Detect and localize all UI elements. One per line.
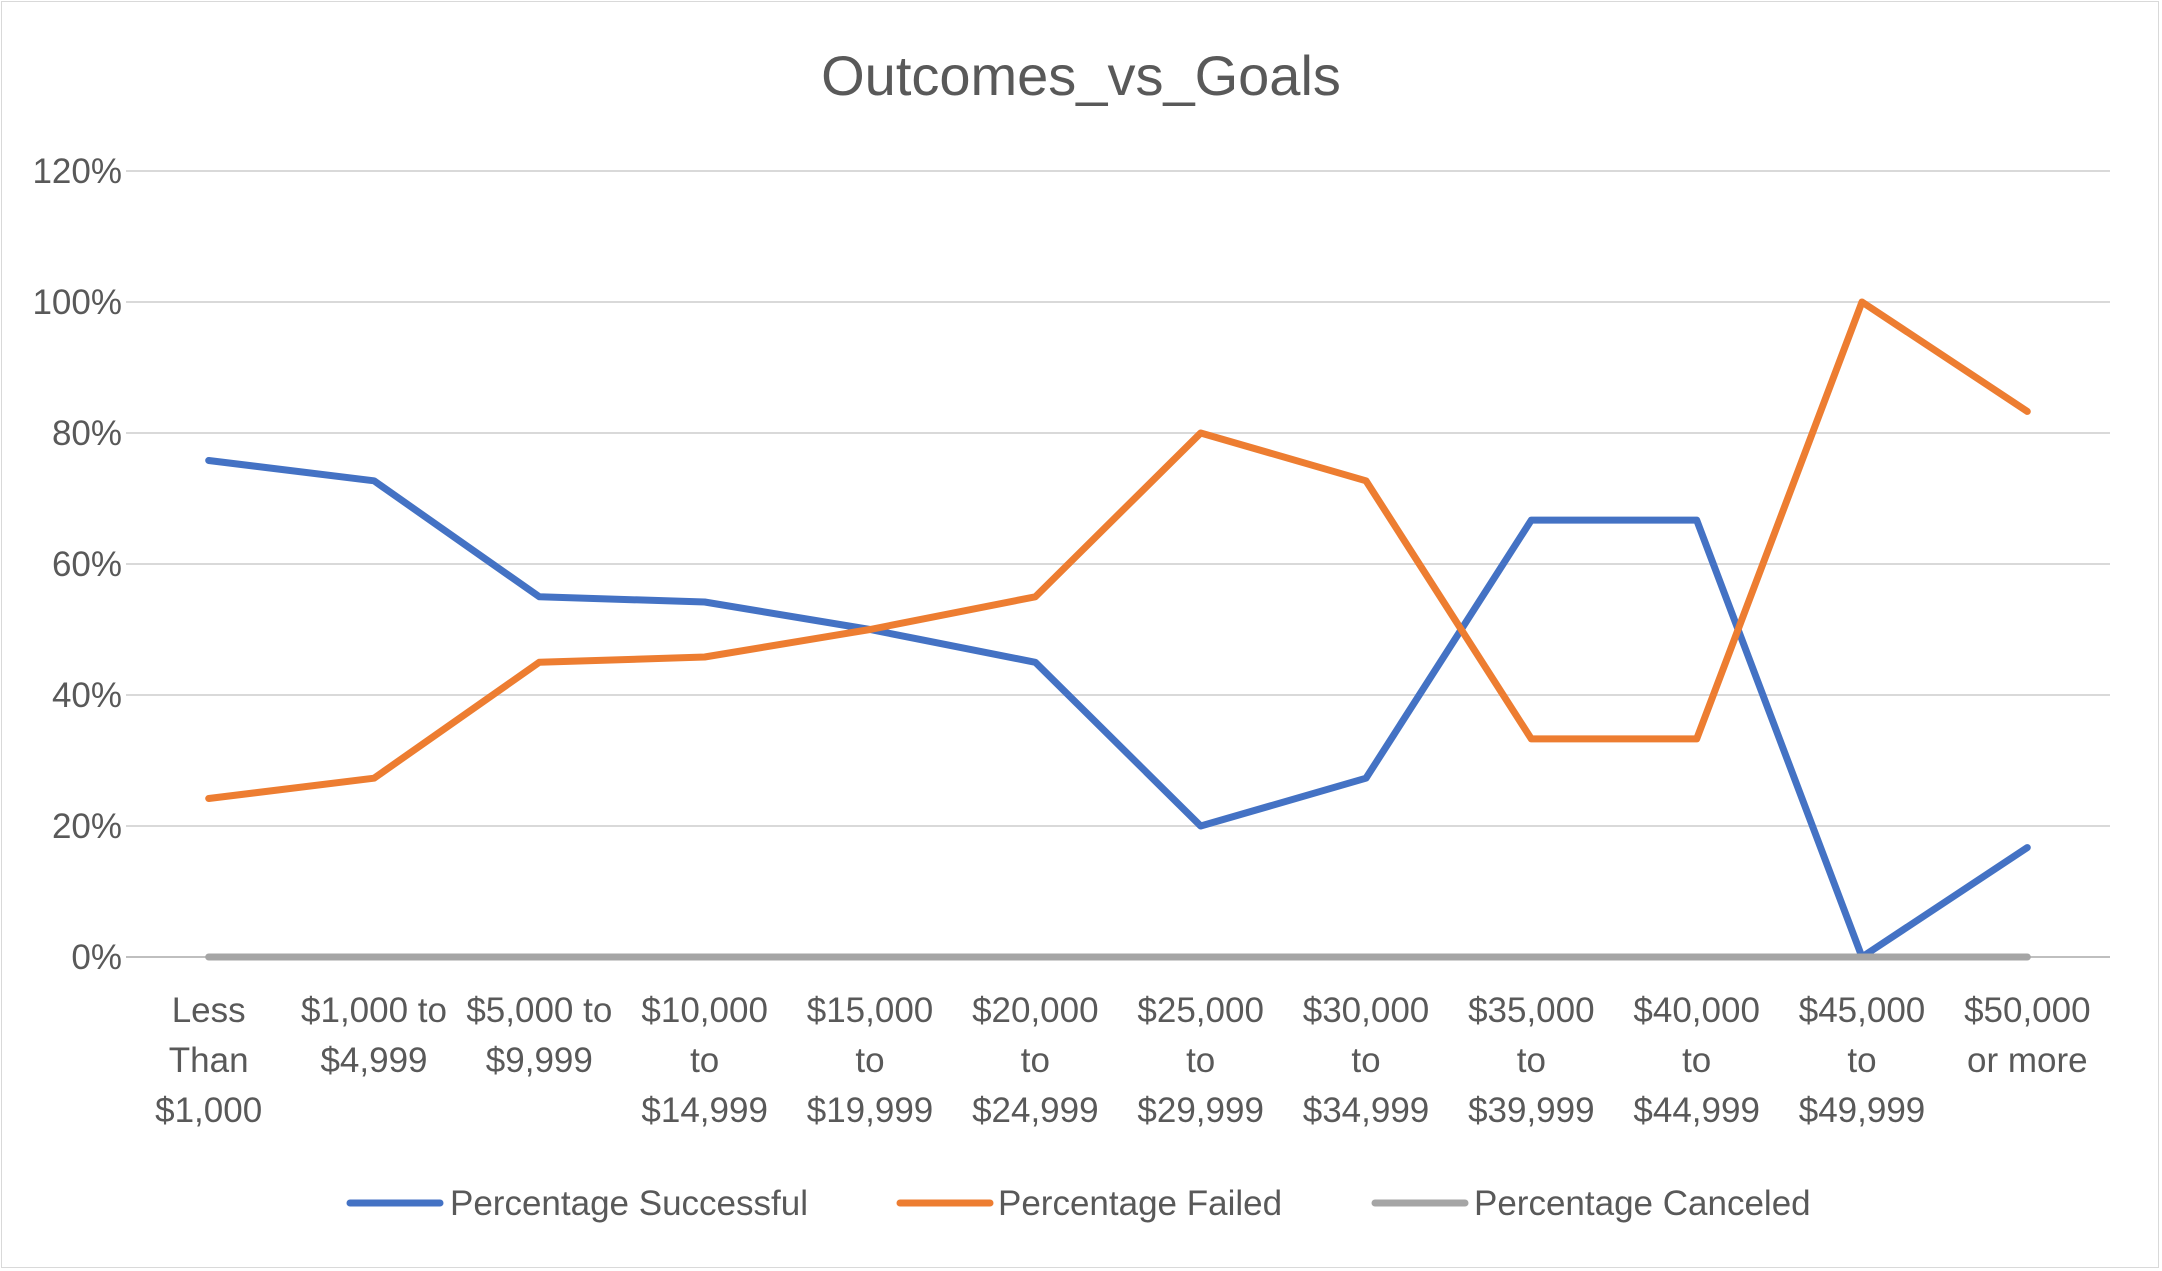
series-line-percentage-failed [205,298,2031,802]
x-tick-label: $5,000 to $9,999 [466,991,612,1080]
gridlines [126,170,2110,958]
legend-label: Percentage Canceled [1474,1184,1811,1223]
y-tick-label: 60% [52,545,122,584]
x-tick-label: $10,000 to $14,999 [641,991,768,1130]
x-tick-label: $35,000 to $39,999 [1468,991,1595,1130]
x-tick-label: $1,000 to $4,999 [301,991,447,1080]
series-lines [205,298,2031,961]
legend-label: Percentage Failed [998,1184,1282,1223]
y-tick-label: 80% [52,414,122,453]
y-axis-ticks: 0% 20% 40% 60% 80% 100% 120% [32,152,122,977]
y-tick-label: 40% [52,676,122,715]
legend: Percentage Successful Percentage Failed Pe… [346,1184,1811,1223]
x-tick-label: Less Than $1,000 [155,991,262,1130]
y-tick-label: 0% [71,938,122,977]
legend-label: Percentage Successful [450,1184,808,1223]
y-tick-label: 120% [32,152,122,191]
chart-title: Outcomes_vs_Goals [821,44,1341,107]
x-tick-label: $30,000 to $34,999 [1303,991,1430,1130]
x-tick-label: $20,000 to $24,999 [972,991,1099,1130]
series-line-percentage-successful [205,457,2031,961]
y-tick-label: 20% [52,807,122,846]
x-tick-label: $40,000 to $44,999 [1633,991,1760,1130]
x-tick-label: $25,000 to $29,999 [1137,991,1264,1130]
x-tick-label: $45,000 to $49,999 [1799,991,1926,1130]
x-tick-label: $15,000 to $19,999 [807,991,934,1130]
x-tick-label: $50,000 or more [1964,991,2091,1080]
y-tick-label: 100% [32,283,122,322]
x-axis-ticks: Less Than $1,000 $1,000 to $4,999$5,000 to $9… [155,991,2090,1130]
